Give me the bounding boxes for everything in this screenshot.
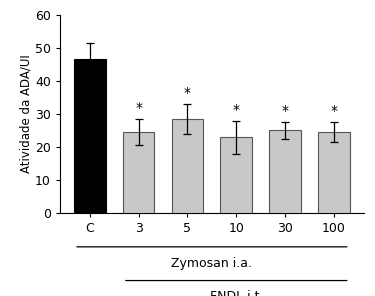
Text: Zymosan i.a.: Zymosan i.a. xyxy=(171,257,252,270)
Text: *: * xyxy=(135,101,142,115)
Text: FNDL i.t.: FNDL i.t. xyxy=(210,290,263,296)
Bar xyxy=(123,132,154,213)
Bar xyxy=(74,59,106,213)
Bar xyxy=(269,131,301,213)
Text: *: * xyxy=(233,103,240,117)
Text: *: * xyxy=(282,104,289,118)
Text: *: * xyxy=(330,104,338,118)
Bar xyxy=(220,137,252,213)
Y-axis label: Atividade da ADA/UI: Atividade da ADA/UI xyxy=(19,54,32,173)
Bar xyxy=(318,132,350,213)
Text: *: * xyxy=(184,86,191,100)
Bar xyxy=(171,119,203,213)
